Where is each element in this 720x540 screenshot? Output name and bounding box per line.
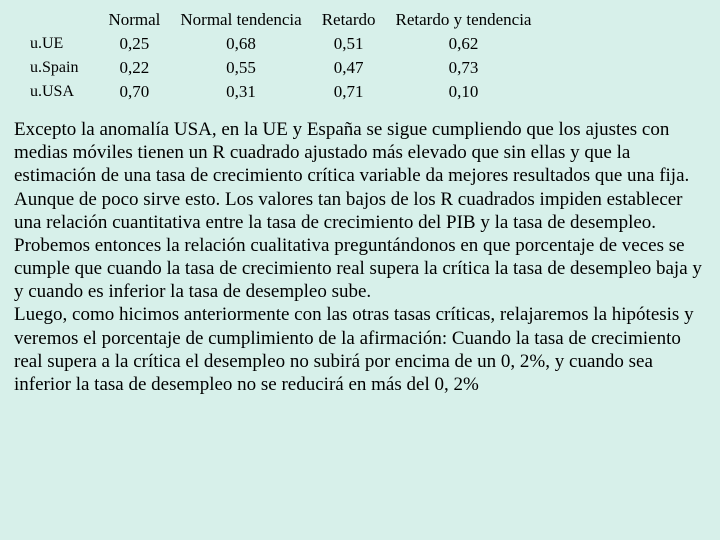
table-header-row: Normal Normal tendencia Retardo Retardo … bbox=[20, 8, 541, 32]
table-row: u.USA 0,70 0,31 0,71 0,10 bbox=[20, 80, 541, 104]
body-text: Excepto la anomalía USA, en la UE y Espa… bbox=[12, 118, 708, 396]
cell: 0,71 bbox=[312, 80, 386, 104]
cell: 0,70 bbox=[98, 80, 170, 104]
cell: 0,31 bbox=[170, 80, 311, 104]
table-row: u.Spain 0,22 0,55 0,47 0,73 bbox=[20, 56, 541, 80]
cell: 0,51 bbox=[312, 32, 386, 56]
cell: 0,68 bbox=[170, 32, 311, 56]
row-label-spain: u.Spain bbox=[20, 56, 98, 80]
cell: 0,55 bbox=[170, 56, 311, 80]
cell: 0,10 bbox=[386, 80, 542, 104]
cell: 0,25 bbox=[98, 32, 170, 56]
header-blank bbox=[20, 8, 98, 32]
header-normal-tendencia: Normal tendencia bbox=[170, 8, 311, 32]
cell: 0,22 bbox=[98, 56, 170, 80]
header-retardo: Retardo bbox=[312, 8, 386, 32]
paragraph: Aunque de poco sirve esto. Los valores t… bbox=[14, 188, 706, 234]
table-row: u.UE 0,25 0,68 0,51 0,62 bbox=[20, 32, 541, 56]
data-table: Normal Normal tendencia Retardo Retardo … bbox=[20, 8, 541, 104]
row-label-usa: u.USA bbox=[20, 80, 98, 104]
paragraph: Luego, como hicimos anteriormente con la… bbox=[14, 303, 706, 396]
header-retardo-tendencia: Retardo y tendencia bbox=[386, 8, 542, 32]
cell: 0,73 bbox=[386, 56, 542, 80]
paragraph: Excepto la anomalía USA, en la UE y Espa… bbox=[14, 118, 706, 188]
header-normal: Normal bbox=[98, 8, 170, 32]
row-label-ue: u.UE bbox=[20, 32, 98, 56]
cell: 0,47 bbox=[312, 56, 386, 80]
cell: 0,62 bbox=[386, 32, 542, 56]
paragraph: Probemos entonces la relación cualitativ… bbox=[14, 234, 706, 304]
